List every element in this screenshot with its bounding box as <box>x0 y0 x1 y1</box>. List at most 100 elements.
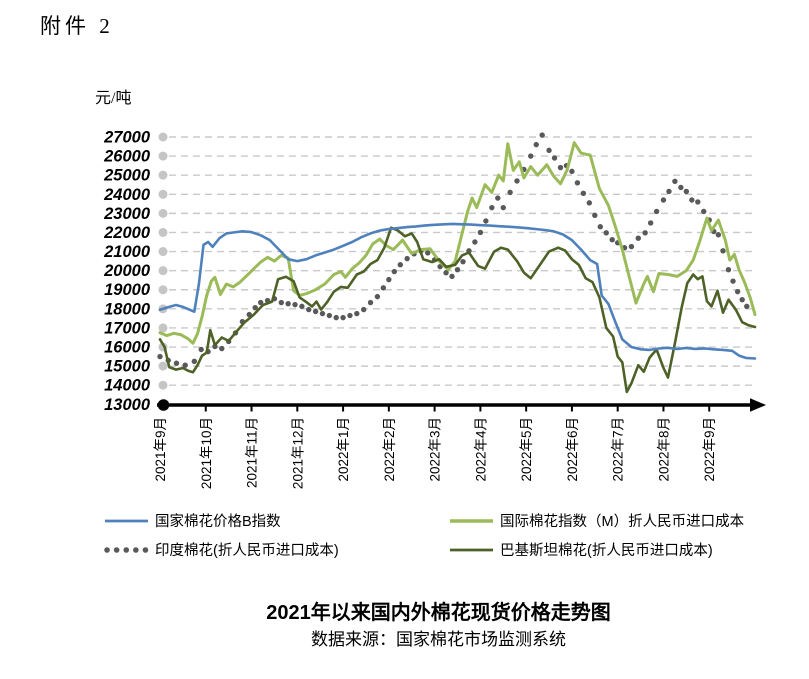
x-axis-tick-label: 2022年6月 <box>565 417 580 482</box>
x-axis-tick-label: 2022年9月 <box>702 417 717 482</box>
series-dot <box>642 230 648 236</box>
series-dot <box>449 273 455 280</box>
series-dot <box>252 304 258 311</box>
series-dot <box>539 132 545 138</box>
series-dot <box>347 312 353 319</box>
series-dot <box>734 288 741 295</box>
series-dot <box>299 303 305 310</box>
y-axis-tick-label: 17000 <box>104 319 151 337</box>
y-axis-labels: 2700026000250002400023000220002100020000… <box>103 129 151 414</box>
series-dot <box>739 296 745 303</box>
x-axis-tick-label: 2022年1月 <box>336 417 351 482</box>
legend-row-2: 印度棉花(折人民币进口成本) 巴基斯坦棉花(折人民币进口成本) <box>0 535 809 564</box>
series-dot <box>569 168 575 175</box>
series-dot <box>574 180 581 186</box>
y-axis-tick-label: 20000 <box>103 262 151 280</box>
series-dot <box>495 195 501 201</box>
series-dot <box>603 230 609 236</box>
series-dot <box>182 362 188 368</box>
legend-item-pakistan-cotton: 巴基斯坦棉花(折人民币进口成本) <box>449 535 713 564</box>
series-dot <box>397 262 403 268</box>
legend-label: 巴基斯坦棉花(折人民币进口成本) <box>500 543 713 559</box>
x-axis-tick-label: 2022年8月 <box>656 417 671 482</box>
y-axis-tick-label: 25000 <box>103 167 151 185</box>
x-axis-labels: 2021年9月 2021年10月 2021年11月 2021年12月 2022年1月 20… <box>153 417 717 489</box>
series-dot <box>653 208 660 215</box>
series-dot <box>292 301 298 308</box>
legend-label: 国际棉花指数（M）折人民币进口成本 <box>500 514 745 530</box>
series-dot <box>443 270 449 276</box>
series-dot <box>391 268 398 275</box>
y-axis-tick-label: 19000 <box>104 281 151 299</box>
green-line-sample-icon <box>450 518 493 523</box>
chart-title: 2021年以来国内外棉花现货价格走势图 <box>266 602 611 624</box>
series-dot <box>285 300 291 307</box>
series-dot <box>367 299 374 306</box>
series-dot <box>319 310 326 317</box>
series-dot <box>725 266 732 273</box>
series-dot <box>483 218 489 224</box>
series-dot <box>580 190 587 197</box>
y-axis-tick-label: 18000 <box>104 300 151 318</box>
series-dot <box>360 306 367 313</box>
x-axis-tick-label: 2022年7月 <box>611 417 626 482</box>
price-trend-chart: 2700026000250002400023000220002100020000… <box>103 129 766 489</box>
series-dot <box>533 141 539 148</box>
series-dot <box>715 232 722 238</box>
series-dot <box>546 147 552 154</box>
series-dot <box>326 312 333 319</box>
series-dot <box>157 353 163 360</box>
series-dot <box>404 255 410 262</box>
series-dot <box>380 285 387 291</box>
series-dot <box>374 293 381 300</box>
series-dot <box>425 250 431 256</box>
y-axis-tick-label: 26000 <box>103 148 151 166</box>
x-axis-tick-label: 2022年4月 <box>473 417 488 482</box>
series-dot <box>666 188 672 195</box>
series-dot <box>672 178 678 184</box>
y-axis-tick-label: 24000 <box>103 186 151 204</box>
series-dot <box>592 212 598 218</box>
series-dot <box>744 303 750 310</box>
series-dot <box>257 299 264 306</box>
gridline-bullet <box>158 266 168 276</box>
legend: 国家棉花价格B指数 国际棉花指数（M）折人民币进口成本 印度棉花(折人民币进口成… <box>0 506 809 564</box>
series-line <box>158 222 757 360</box>
x-axis-tick-label: 2022年5月 <box>519 417 534 482</box>
series-dot <box>586 200 593 206</box>
legend-item-india-cotton: 印度棉花(折人民币进口成本) <box>104 535 339 564</box>
gridline-bullet <box>158 132 168 142</box>
blue-line-sample-icon <box>105 519 148 522</box>
gridline-bullet <box>158 170 168 180</box>
legend-row-1: 国家棉花价格B指数 国际棉花指数（M）折人民币进口成本 <box>0 506 809 535</box>
series-dot <box>333 314 339 321</box>
series-dot <box>312 308 319 315</box>
series-dot <box>354 310 360 317</box>
gridline-bullet <box>158 151 168 161</box>
x-axis-tick-label: 2021年10月 <box>199 417 214 489</box>
x-axis-tick-label: 2021年11月 <box>245 417 260 488</box>
y-axis-tick-label: 21000 <box>103 243 151 261</box>
x-axis-tick-label: 2021年9月 <box>153 417 168 482</box>
data-source-note: 数据来源：国家棉花市场监测系统 <box>311 630 566 649</box>
y-axis-tick-label: 22000 <box>103 224 151 242</box>
gridline-bullet <box>158 247 168 257</box>
series-line <box>158 141 757 345</box>
series-dot <box>701 208 707 215</box>
series-dot <box>191 358 198 365</box>
series-dot <box>306 306 312 313</box>
series-dot <box>730 278 736 284</box>
y-axis-tick-label: 23000 <box>103 205 151 223</box>
series-dot <box>678 184 684 191</box>
legend-item-cci-b-index: 国家棉花价格B指数 <box>104 506 281 535</box>
series-dot <box>695 199 701 205</box>
series-dot <box>628 243 635 250</box>
series-dot <box>514 178 520 184</box>
series-dot <box>472 239 478 245</box>
axis-arrow-head <box>750 398 766 412</box>
series-dot <box>528 153 534 159</box>
y-axis-tick-label: 14000 <box>104 377 151 395</box>
y-axis-tick-label: 16000 <box>104 339 151 357</box>
series-dot <box>219 345 225 352</box>
